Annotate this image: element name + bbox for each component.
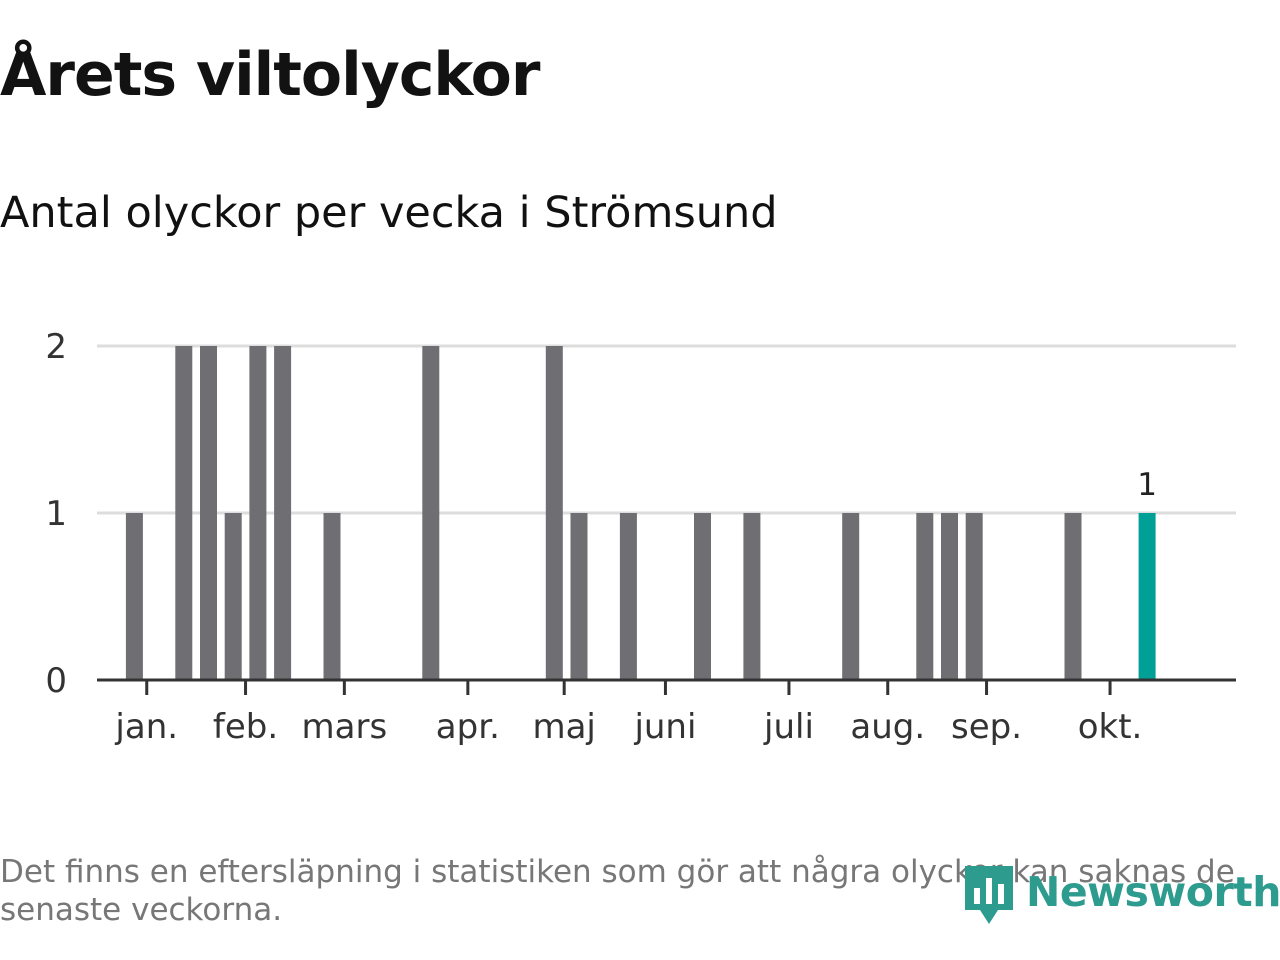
newsworthy-logo: Newsworthy — [962, 858, 1280, 926]
newsworthy-logo-icon — [965, 866, 1013, 924]
bar — [743, 513, 761, 680]
x-tick-label: okt. — [1078, 707, 1143, 747]
x-tick-label: mars — [302, 707, 388, 747]
bar — [274, 346, 292, 680]
bar — [249, 346, 267, 680]
bar-chart: 0 1 2 1 jan. feb. mars apr. maj juni juli aug. sep. o… — [45, 327, 1236, 747]
footnote: Det finns en eftersläpning i statistiken… — [0, 854, 1235, 928]
bar — [422, 346, 440, 680]
gridlines — [97, 344, 1236, 515]
newsworthy-logo-text: Newsworthy — [1026, 868, 1280, 916]
labels: 0 1 2 1 jan. feb. mars apr. maj juni juli aug. sep. o… — [45, 327, 1157, 747]
bar — [175, 346, 193, 680]
bar-highlight — [1138, 513, 1156, 680]
bar — [916, 513, 934, 680]
bar — [545, 346, 563, 680]
x-axis — [97, 678, 1236, 695]
bar — [125, 513, 143, 680]
y-tick-label: 2 — [45, 327, 67, 367]
y-tick-label: 1 — [45, 494, 67, 534]
bar — [570, 513, 588, 680]
x-tick-label: maj — [532, 707, 595, 747]
bar — [842, 513, 860, 680]
x-tick-label: jan. — [114, 707, 178, 747]
x-tick-label: sep. — [951, 707, 1022, 747]
x-tick-label: aug. — [850, 707, 925, 747]
x-tick-label: juli — [763, 707, 814, 747]
bar — [323, 513, 341, 680]
chart-title: Årets viltolyckor — [0, 40, 540, 110]
bar — [694, 513, 711, 680]
x-tick-label: juni — [633, 707, 696, 747]
bar — [941, 513, 958, 680]
bar — [965, 513, 983, 680]
bar — [1064, 513, 1082, 680]
bar-value-label: 1 — [1137, 467, 1157, 503]
chart-subtitle: Antal olyckor per vecka i Strömsund — [0, 188, 778, 238]
bar — [224, 513, 242, 680]
x-tick-label: apr. — [436, 707, 500, 747]
bar — [200, 346, 217, 680]
y-tick-label: 0 — [45, 661, 67, 701]
bars — [125, 346, 1156, 680]
bar — [619, 513, 637, 680]
x-tick-label: feb. — [213, 707, 278, 747]
